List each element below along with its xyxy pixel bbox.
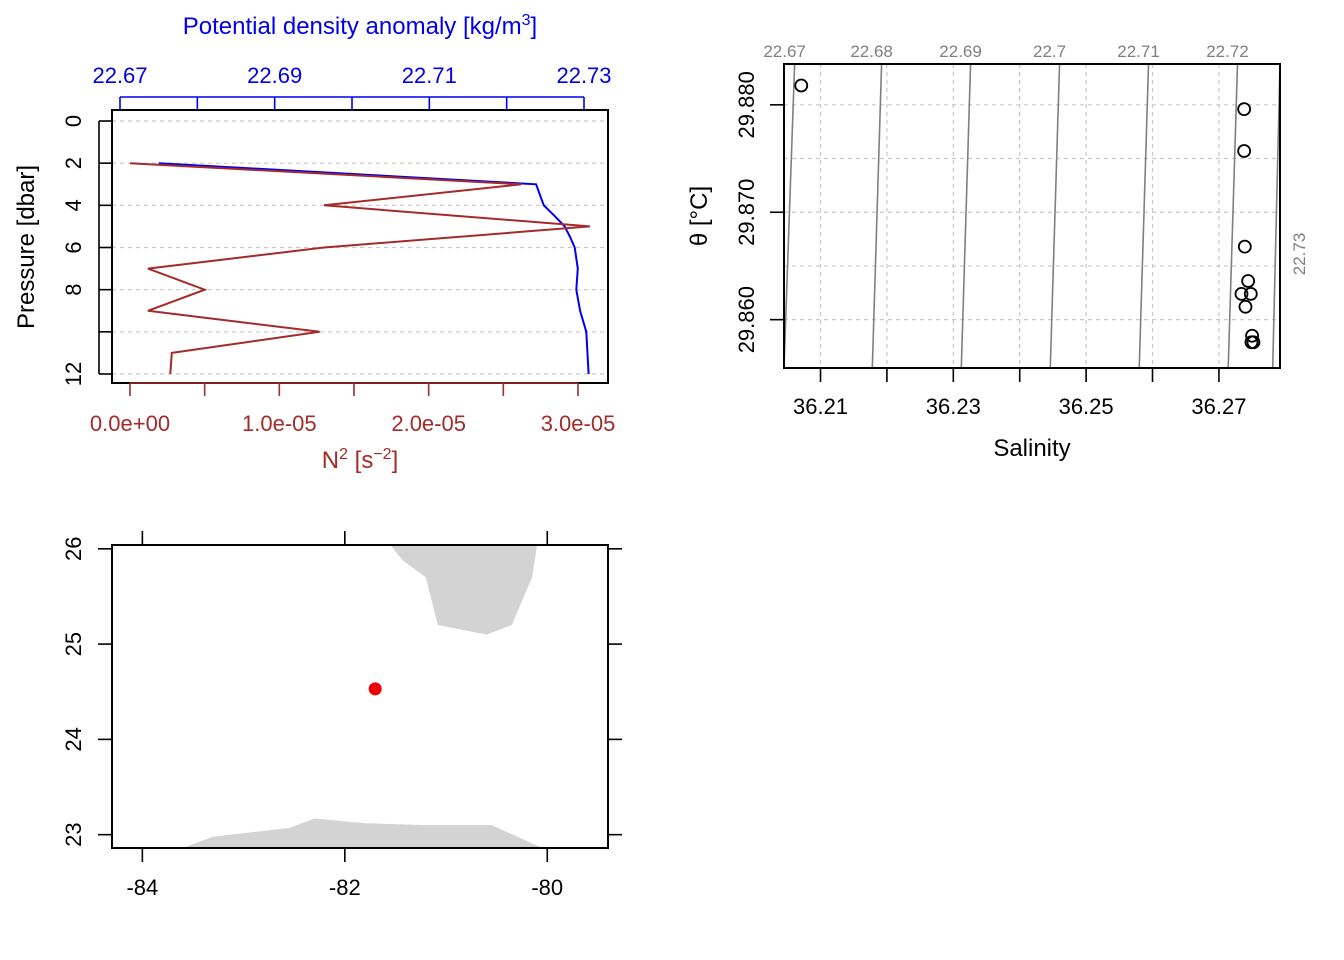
density-n2-profile-panel: 22.67 22.69 22.71 22.73 0.0e+00 1.0e-05 2.0e-…	[13, 12, 615, 474]
n2-axis: 0.0e+00 1.0e-05 2.0e-05 3.0e-05	[90, 383, 615, 436]
n2-tick-label: 2.0e-05	[391, 411, 466, 436]
ts-point	[1245, 288, 1257, 300]
ts-point	[795, 79, 807, 91]
theta-axis-title: θ [°C]	[686, 186, 713, 246]
isopycnal-label: 22.68	[850, 42, 893, 61]
ts-point	[1238, 103, 1250, 115]
longitude-tick-label: -80	[531, 875, 563, 900]
salinity-tick-label: 36.23	[926, 394, 981, 419]
isopycnal-line	[961, 64, 970, 368]
density-axis-title: Potential density anomaly [kg/m3]	[183, 12, 537, 40]
theta-tick-label: 29.860	[734, 286, 759, 353]
n2-tick-label: 0.0e+00	[90, 411, 170, 436]
theta-axis: 29.860 29.870 29.880	[734, 71, 784, 353]
ts-point	[1239, 301, 1251, 313]
isopycnal-label: 22.69	[939, 42, 982, 61]
density-profile-line	[159, 163, 589, 374]
longitude-tick-label: -82	[329, 875, 361, 900]
theta-tick-label: 29.880	[734, 71, 759, 138]
ts-diagram-panel: 22.67 22.68 22.69 22.7 22.71 22.72 22.73 36.21…	[686, 42, 1309, 462]
latitude-tick-label: 23	[61, 822, 86, 846]
isopycnal-label: 22.73	[1290, 233, 1309, 276]
isopycnal-line	[784, 64, 795, 368]
latitude-tick-label: 25	[61, 632, 86, 656]
n2-axis-title: N2 [s−2]	[322, 446, 399, 474]
isopycnal-line	[1050, 64, 1059, 368]
pressure-tick-label: 4	[61, 199, 86, 211]
n2-profile-line	[130, 163, 590, 374]
salinity-tick-label: 36.25	[1059, 394, 1114, 419]
ts-grid	[784, 64, 1280, 368]
ts-points	[795, 79, 1259, 348]
pressure-tick-label: 8	[61, 284, 86, 296]
theta-tick-label: 29.870	[734, 179, 759, 246]
land-polygon	[183, 819, 542, 849]
n2-tick-label: 3.0e-05	[541, 411, 616, 436]
isopycnal-label: 22.7	[1033, 42, 1066, 61]
land-polygons	[183, 545, 542, 848]
salinity-tick-label: 36.27	[1191, 394, 1246, 419]
salinity-tick-label: 36.21	[793, 394, 848, 419]
latitude-tick-label: 24	[61, 727, 86, 751]
ts-plot-frame	[784, 64, 1280, 368]
isopycnal-line	[1139, 64, 1148, 368]
salinity-axis-title: Salinity	[993, 435, 1070, 462]
ts-point	[1242, 275, 1254, 287]
density-tick-label: 22.71	[402, 63, 457, 88]
isopycnal-lines	[784, 64, 1280, 368]
profile-grid	[112, 121, 608, 374]
ts-point	[1238, 145, 1250, 157]
isopycnal-line	[872, 64, 881, 368]
salinity-axis: 36.21 36.23 36.25 36.27	[793, 368, 1246, 419]
density-axis: 22.67 22.69 22.71 22.73	[92, 63, 611, 110]
isopycnal-label: 22.71	[1117, 42, 1160, 61]
density-tick-label: 22.67	[92, 63, 147, 88]
pressure-axis: 0 2 4 6 8 12	[61, 115, 112, 386]
map-plot-frame	[112, 545, 608, 848]
latitude-tick-label: 26	[61, 537, 86, 561]
isopycnal-line	[1273, 64, 1280, 368]
pressure-tick-label: 0	[61, 115, 86, 127]
longitude-tick-label: -84	[126, 875, 158, 900]
profile-plot-frame	[112, 110, 608, 383]
isopycnal-label: 22.67	[763, 42, 806, 61]
isopycnal-line	[1228, 64, 1237, 368]
station-marker	[369, 682, 382, 695]
n2-tick-label: 1.0e-05	[242, 411, 317, 436]
land-polygon	[390, 545, 537, 635]
station-map-panel: -84 -82 -80 23 24 25 26	[61, 531, 622, 900]
pressure-axis-title: Pressure [dbar]	[13, 165, 40, 329]
pressure-tick-label: 2	[61, 157, 86, 169]
isopycnal-label: 22.72	[1206, 42, 1249, 61]
density-tick-label: 22.73	[556, 63, 611, 88]
pressure-tick-label: 6	[61, 241, 86, 253]
ts-point	[1239, 241, 1251, 253]
pressure-tick-label: 12	[61, 362, 86, 386]
density-tick-label: 22.69	[247, 63, 302, 88]
